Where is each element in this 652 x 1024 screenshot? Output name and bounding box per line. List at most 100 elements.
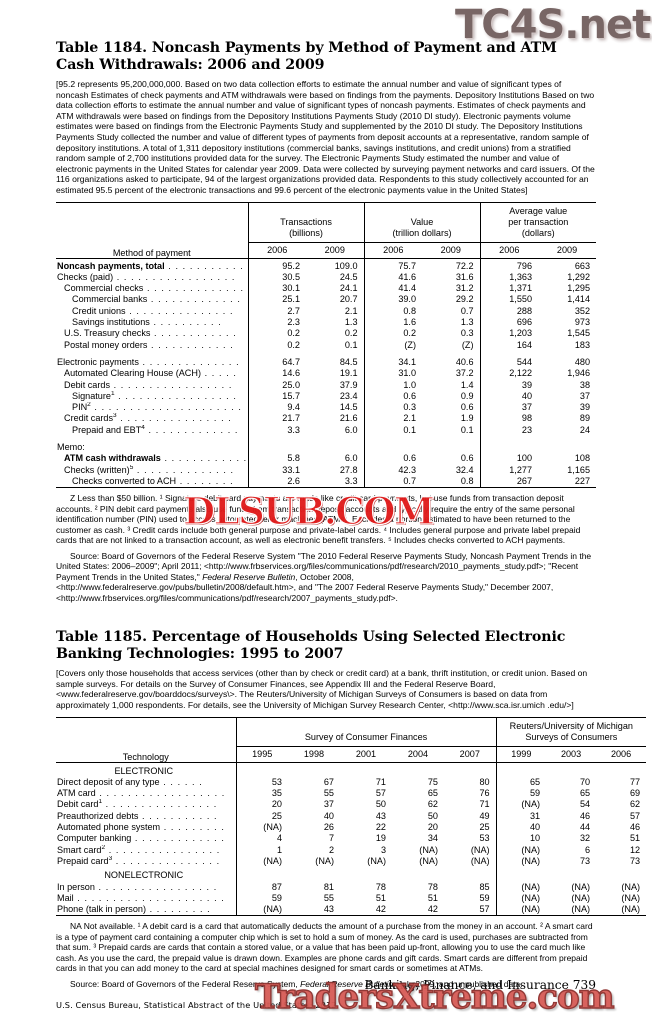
table-cell: 5.8 <box>247 453 306 465</box>
table-cell: 57 <box>479 904 490 915</box>
row-label-text: Computer banking <box>57 833 132 844</box>
source-italic: Federal Reserve Bulletin <box>300 978 394 989</box>
table-cell: 0.8 <box>363 305 423 318</box>
year-header: 2006 <box>596 745 647 763</box>
table-cell: (NA) <box>621 881 641 892</box>
table-1185-footnotes: NA Not available. ¹ A debit card is a ca… <box>56 921 593 974</box>
table-cell: 62 <box>629 799 641 810</box>
table-row: Noncash payments, total . . . . . . . . … <box>56 257 597 272</box>
table-cell <box>546 867 596 881</box>
table-cell: 0.7 <box>460 305 474 316</box>
table-cell: 65 <box>427 788 438 799</box>
table-cell: 59 <box>235 892 288 905</box>
table-cell: 84.5 <box>339 356 358 367</box>
table-cell: 108 <box>574 453 591 464</box>
table-1184: Method of payment Transactions (billions… <box>56 202 597 489</box>
table-cell: 37.9 <box>339 379 358 390</box>
table-row: Memo: <box>56 441 596 454</box>
group-label-line2: Surveys of Consumers <box>525 731 618 742</box>
table-cell: 59 <box>479 892 490 903</box>
table-1185-headnote: [Covers only those households that acces… <box>56 668 588 710</box>
table-cell: 73 <box>629 855 641 866</box>
row-label-text: Smart card <box>57 844 102 855</box>
table-cell: 25.1 <box>247 294 306 306</box>
table-cell: 267 <box>479 475 539 488</box>
table-row: ATM cash withdrawals . . . . . . . . . .… <box>56 453 596 465</box>
row-label-text: Debit cards <box>64 379 110 390</box>
row-label-text: Debit card <box>57 799 99 810</box>
section-label: ELECTRONIC <box>56 761 236 777</box>
row-label-text: Automated Clearing House (ACH) <box>64 368 201 379</box>
table-section-header: ELECTRONIC <box>56 761 647 777</box>
table-1184-group-transactions: Transactions (billions) <box>247 202 365 243</box>
table-1184-group-average: Average value per transaction (dollars) <box>479 202 597 243</box>
table-cell <box>340 761 392 777</box>
page-footer-title: Banking, Finance, and Insurance 739 <box>364 978 596 992</box>
table-cell: (NA) <box>571 904 591 915</box>
table-row: Checks (written)5 . . . . . . . . . . . … <box>56 464 596 476</box>
leader-dots: . . . . . . . . . . . . . . . . . <box>113 271 236 282</box>
table-cell: 4 <box>235 833 288 845</box>
table-cell: 0.6 <box>363 390 423 403</box>
row-label-text: Commercial banks <box>72 294 148 305</box>
row-label: Credit unions . . . . . . . . . . . . . … <box>56 306 248 317</box>
table-1185-body: ELECTRONIC Direct deposit of any type . .… <box>56 761 647 917</box>
table-cell <box>546 761 597 777</box>
leader-dots: . . . . . . . . . . . . . . . . . . . . … <box>90 402 243 413</box>
table-cell: 39.0 <box>363 294 423 306</box>
table-cell: 14.5 <box>339 402 358 413</box>
table-cell: 27.8 <box>339 464 358 475</box>
table-cell: 0.2 <box>363 328 423 340</box>
table-cell: 34 <box>427 833 438 844</box>
year-header: 2001 <box>340 745 392 763</box>
table-cell: 42 <box>375 904 386 915</box>
footnote-marker: 3 <box>108 855 113 862</box>
row-label: Automated Clearing House (ACH) . . . . . <box>56 368 248 379</box>
table-cell: 0.3 <box>460 328 474 339</box>
table-cell: 1,292 <box>567 271 591 282</box>
table-1185-head: Technology Survey of Consumer Finances R… <box>56 717 647 763</box>
table-cell: 35 <box>235 788 288 800</box>
row-label: Credit cards3 . . . . . . . . . . . . . … <box>56 413 248 424</box>
table-cell: 31 <box>495 810 547 823</box>
table-cell: 51 <box>427 892 438 903</box>
table-1184-footnotes: Z Less than $50 billion. ¹ Signature deb… <box>56 493 581 546</box>
row-label: Commercial checks . . . . . . . . . . . … <box>56 283 248 294</box>
leader-dots: . . . . . . . . . . <box>149 317 222 328</box>
table-cell: 59 <box>495 788 547 800</box>
table-cell: 40.6 <box>455 356 474 367</box>
table-cell: 480 <box>574 356 591 367</box>
row-label-text: Checks (written) <box>64 464 130 475</box>
row-label: Computer banking . . . . . . . . . . . .… <box>56 833 236 844</box>
leader-dots: . . . . . . . . . . . . . . <box>133 464 235 475</box>
row-label: Electronic payments . . . . . . . . . . … <box>56 357 248 368</box>
table-cell: 98 <box>479 413 539 425</box>
table-cell: 1,946 <box>567 368 591 379</box>
year-header: 2009 <box>538 241 597 259</box>
table-cell: 54 <box>579 799 591 810</box>
year-header: 2006 <box>247 241 306 259</box>
table-spacer-row <box>56 350 596 357</box>
row-label: Prepaid card3 . . . . . . . . . . . . . … <box>56 856 236 867</box>
leader-dots: . . . . . . . . . . . . . . . . . <box>114 390 237 401</box>
table-cell: 1,371 <box>479 283 539 295</box>
table-cell: 227 <box>574 475 591 486</box>
row-label: Direct deposit of any type . . . . . . <box>56 777 236 788</box>
year-header: 2004 <box>392 745 444 763</box>
table-cell: 20 <box>427 822 438 833</box>
table-cell: 31.0 <box>363 368 423 380</box>
table-cell: 78 <box>375 881 386 892</box>
table-cell: 1.3 <box>344 317 358 328</box>
table-cell: 0.1 <box>460 424 474 435</box>
row-label: Debit card1 . . . . . . . . . . . . . . … <box>56 799 236 810</box>
table-row: ATM card . . . . . . . . . . . . . . . .… <box>56 788 646 800</box>
table-cell: 39 <box>579 402 591 413</box>
table-cell: 87 <box>235 881 288 893</box>
row-label-text: Direct deposit of any type <box>57 776 160 787</box>
table-cell: 0.3 <box>363 402 423 414</box>
table-row: Debit card1 . . . . . . . . . . . . . . … <box>56 799 646 811</box>
table-row: Savings institutions . . . . . . . . . .… <box>56 317 596 329</box>
row-label: Preauthorized debts . . . . . . . . . . … <box>56 811 236 822</box>
table-cell: 40 <box>323 810 334 821</box>
table-cell: 53 <box>235 776 288 789</box>
